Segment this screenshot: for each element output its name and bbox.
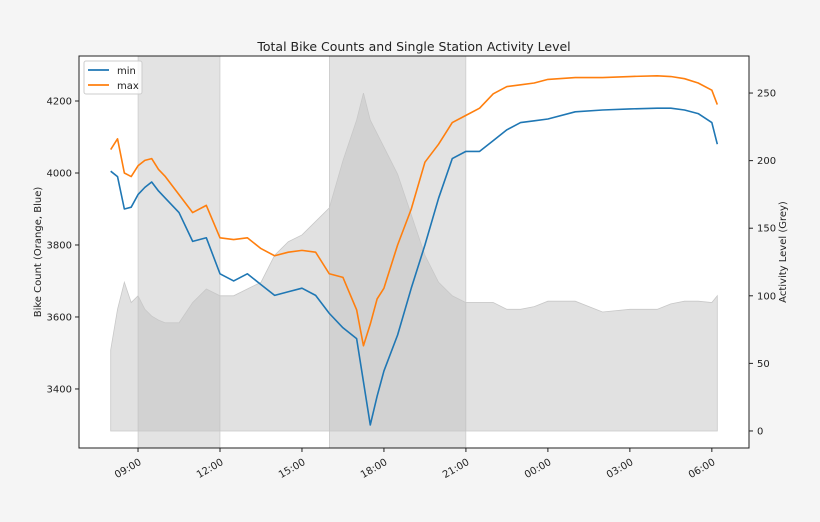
legend-label-max: max: [117, 81, 139, 92]
y2-axis-label: Activity Level (Grey): [778, 201, 789, 303]
plot-frame: [78, 55, 750, 449]
x-tick-label: 06:00: [687, 457, 717, 481]
plot-area: [79, 56, 749, 448]
y-tick-label: 3800: [47, 240, 72, 251]
x-tick-label: 03:00: [605, 457, 635, 481]
activity-area: [110, 92, 718, 432]
legend: min max: [83, 60, 143, 95]
y2-tick-label: 150: [757, 224, 776, 235]
x-tick-label: 18:00: [359, 457, 389, 481]
series-line-max: [110, 74, 719, 347]
y-tick-label: 4000: [47, 168, 72, 179]
shaded-span-0: [137, 55, 221, 449]
y-tick-label: 3400: [47, 384, 72, 395]
y-tick-label: 3600: [47, 312, 72, 323]
y2-tick-label: 200: [757, 156, 776, 167]
y2-tick-label: 0: [757, 426, 763, 437]
y2-tick-label: 100: [757, 291, 776, 302]
y2-tick-label: 250: [757, 89, 776, 100]
x-tick-label: 12:00: [195, 457, 225, 481]
chart-title: Total Bike Counts and Single Station Act…: [256, 39, 570, 54]
x-tick-label: 21:00: [441, 457, 471, 481]
x-tick-label: 00:00: [523, 457, 553, 481]
y-tick-label: 4200: [47, 96, 72, 107]
x-tick-label: 15:00: [277, 457, 307, 481]
x-tick-label: 09:00: [113, 457, 143, 481]
y2-tick-label: 50: [757, 359, 770, 370]
legend-label-min: min: [117, 66, 136, 77]
y-axis-label: Bike Count (Orange, Blue): [33, 187, 44, 318]
series-line-min: [110, 107, 719, 426]
